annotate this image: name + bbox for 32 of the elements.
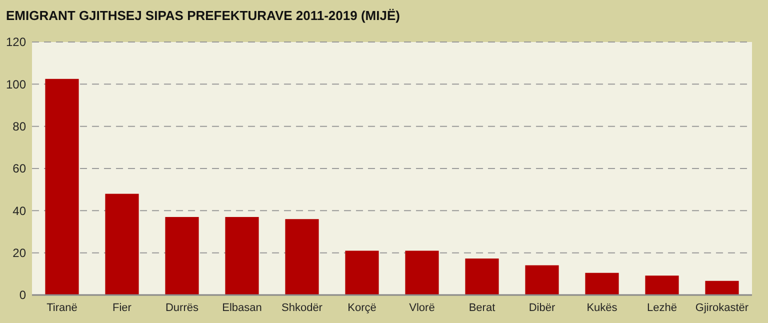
x-tick-label: Lezhë bbox=[647, 302, 677, 314]
bar bbox=[345, 250, 379, 295]
x-tick-label: Fier bbox=[112, 302, 132, 314]
bar bbox=[465, 258, 499, 295]
bar bbox=[165, 216, 199, 295]
y-tick-label: 80 bbox=[12, 120, 26, 134]
bar bbox=[225, 216, 259, 295]
bar bbox=[705, 280, 739, 295]
x-tick-label: Vlorë bbox=[409, 302, 435, 314]
chart-title: EMIGRANT GJITHSEJ SIPAS PREFEKTURAVE 2011-2019 (MIJË) bbox=[6, 8, 400, 23]
bar bbox=[45, 78, 79, 295]
x-tick-label: Gjirokastër bbox=[695, 302, 749, 314]
y-tick-label: 60 bbox=[12, 162, 26, 176]
x-tick-label: Dibër bbox=[528, 302, 556, 314]
y-tick-label: 20 bbox=[12, 246, 26, 260]
y-tick-label: 40 bbox=[12, 204, 26, 218]
y-tick-label: 100 bbox=[6, 77, 26, 92]
y-tick-label: 0 bbox=[19, 288, 26, 302]
bar bbox=[645, 276, 679, 295]
x-tick-label: Korçë bbox=[348, 302, 376, 314]
bar bbox=[105, 194, 139, 295]
bar bbox=[585, 272, 619, 295]
x-tick-label: Tiranë bbox=[46, 302, 78, 314]
bar bbox=[525, 265, 559, 295]
x-tick-label: Durrës bbox=[165, 302, 199, 314]
bar bbox=[405, 250, 439, 295]
x-tick-label: Kukës bbox=[586, 302, 618, 314]
y-tick-label: 120 bbox=[6, 35, 26, 50]
x-tick-label: Shkodër bbox=[282, 302, 323, 314]
bar bbox=[285, 219, 319, 295]
x-tick-label: Berat bbox=[468, 302, 496, 314]
x-tick-label: Elbasan bbox=[222, 302, 262, 314]
